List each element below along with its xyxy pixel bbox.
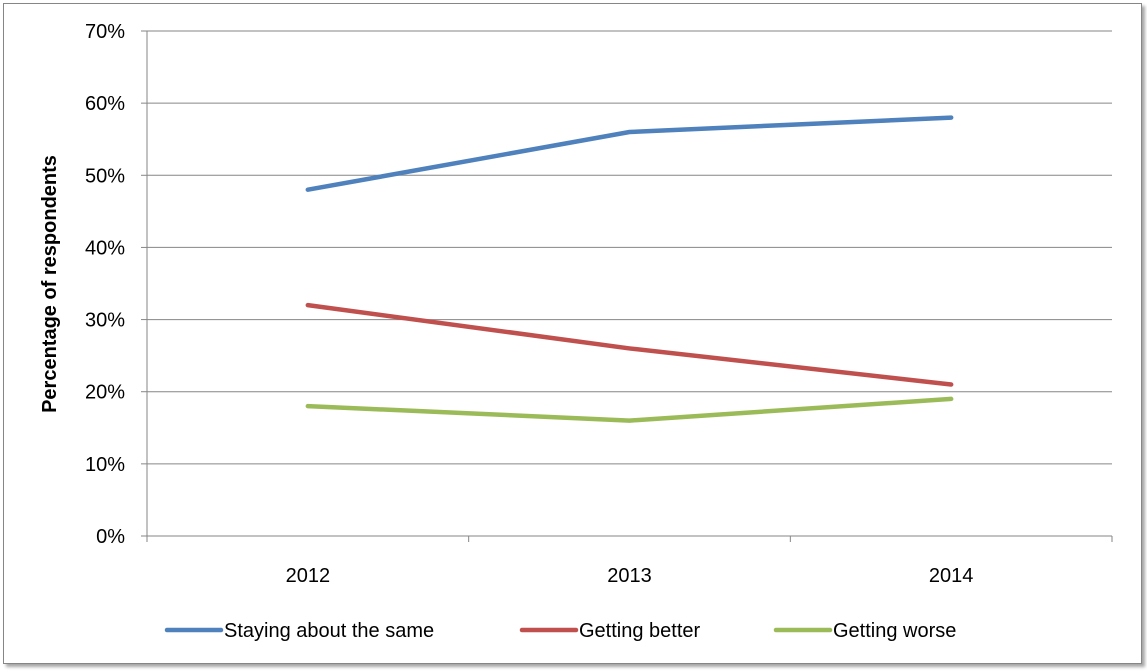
gridlines (147, 30, 1112, 465)
legend-label: Getting worse (833, 620, 956, 642)
series-line (305, 396, 954, 423)
legend-label: Getting better (579, 620, 701, 642)
chart-frame (3, 3, 1142, 664)
y-tick-label: 60% (85, 93, 125, 115)
x-tick-label: 2013 (607, 565, 652, 587)
y-axis-label: Percentage of respondents (39, 155, 61, 413)
y-tick-labels: 0% 10% 20% 30% 40% 50% 60% 70% (85, 21, 125, 548)
x-tick-label: 2012 (286, 565, 331, 587)
y-tick-label: 20% (85, 382, 125, 404)
y-tick-label: 30% (85, 310, 125, 332)
y-tick-label: 10% (85, 454, 125, 476)
series-lines (305, 115, 954, 423)
y-tick-label: 50% (85, 165, 125, 187)
legend: Staying about the same Getting better Gett… (164, 620, 956, 642)
series-line (305, 302, 954, 387)
x-tick-label: 2014 (929, 565, 974, 587)
x-tick-labels: 2012 2013 2014 (286, 565, 974, 587)
series-line (305, 115, 954, 192)
axes (141, 30, 1113, 542)
y-tick-label: 40% (85, 237, 125, 259)
legend-label: Staying about the same (224, 620, 434, 642)
y-tick-label: 0% (96, 526, 125, 548)
y-tick-label: 70% (85, 21, 125, 43)
